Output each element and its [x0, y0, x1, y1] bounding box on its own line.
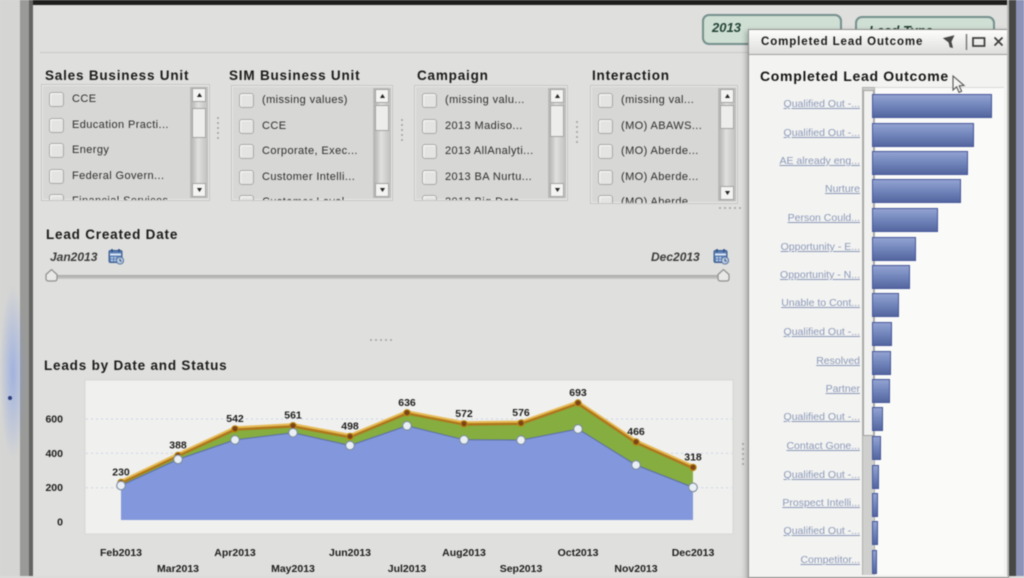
svg-text:388: 388 — [169, 439, 187, 451]
svg-text:Aug2013: Aug2013 — [442, 547, 486, 559]
svg-text:200: 200 — [45, 482, 63, 494]
svg-text:Jun2013: Jun2013 — [329, 547, 371, 559]
svg-text:572: 572 — [455, 408, 473, 420]
svg-text:Apr2013: Apr2013 — [214, 547, 256, 559]
svg-text:498: 498 — [341, 421, 359, 433]
svg-text:693: 693 — [569, 387, 587, 399]
svg-text:Sep2013: Sep2013 — [500, 563, 543, 575]
svg-text:576: 576 — [512, 407, 530, 419]
svg-text:400: 400 — [45, 448, 63, 460]
svg-text:Jul2013: Jul2013 — [388, 563, 427, 575]
svg-text:230: 230 — [112, 467, 130, 479]
svg-text:Dec2013: Dec2013 — [672, 547, 715, 559]
svg-text:466: 466 — [627, 426, 645, 438]
svg-text:600: 600 — [45, 414, 63, 426]
svg-text:0: 0 — [57, 517, 63, 529]
svg-text:542: 542 — [226, 413, 244, 425]
svg-text:636: 636 — [398, 397, 416, 409]
svg-text:Oct2013: Oct2013 — [558, 547, 599, 559]
svg-text:561: 561 — [284, 410, 302, 422]
svg-text:Nov2013: Nov2013 — [614, 563, 657, 575]
svg-text:318: 318 — [684, 451, 702, 463]
svg-text:May2013: May2013 — [271, 563, 315, 575]
svg-text:Feb2013: Feb2013 — [100, 547, 142, 559]
svg-text:Mar2013: Mar2013 — [157, 563, 199, 575]
